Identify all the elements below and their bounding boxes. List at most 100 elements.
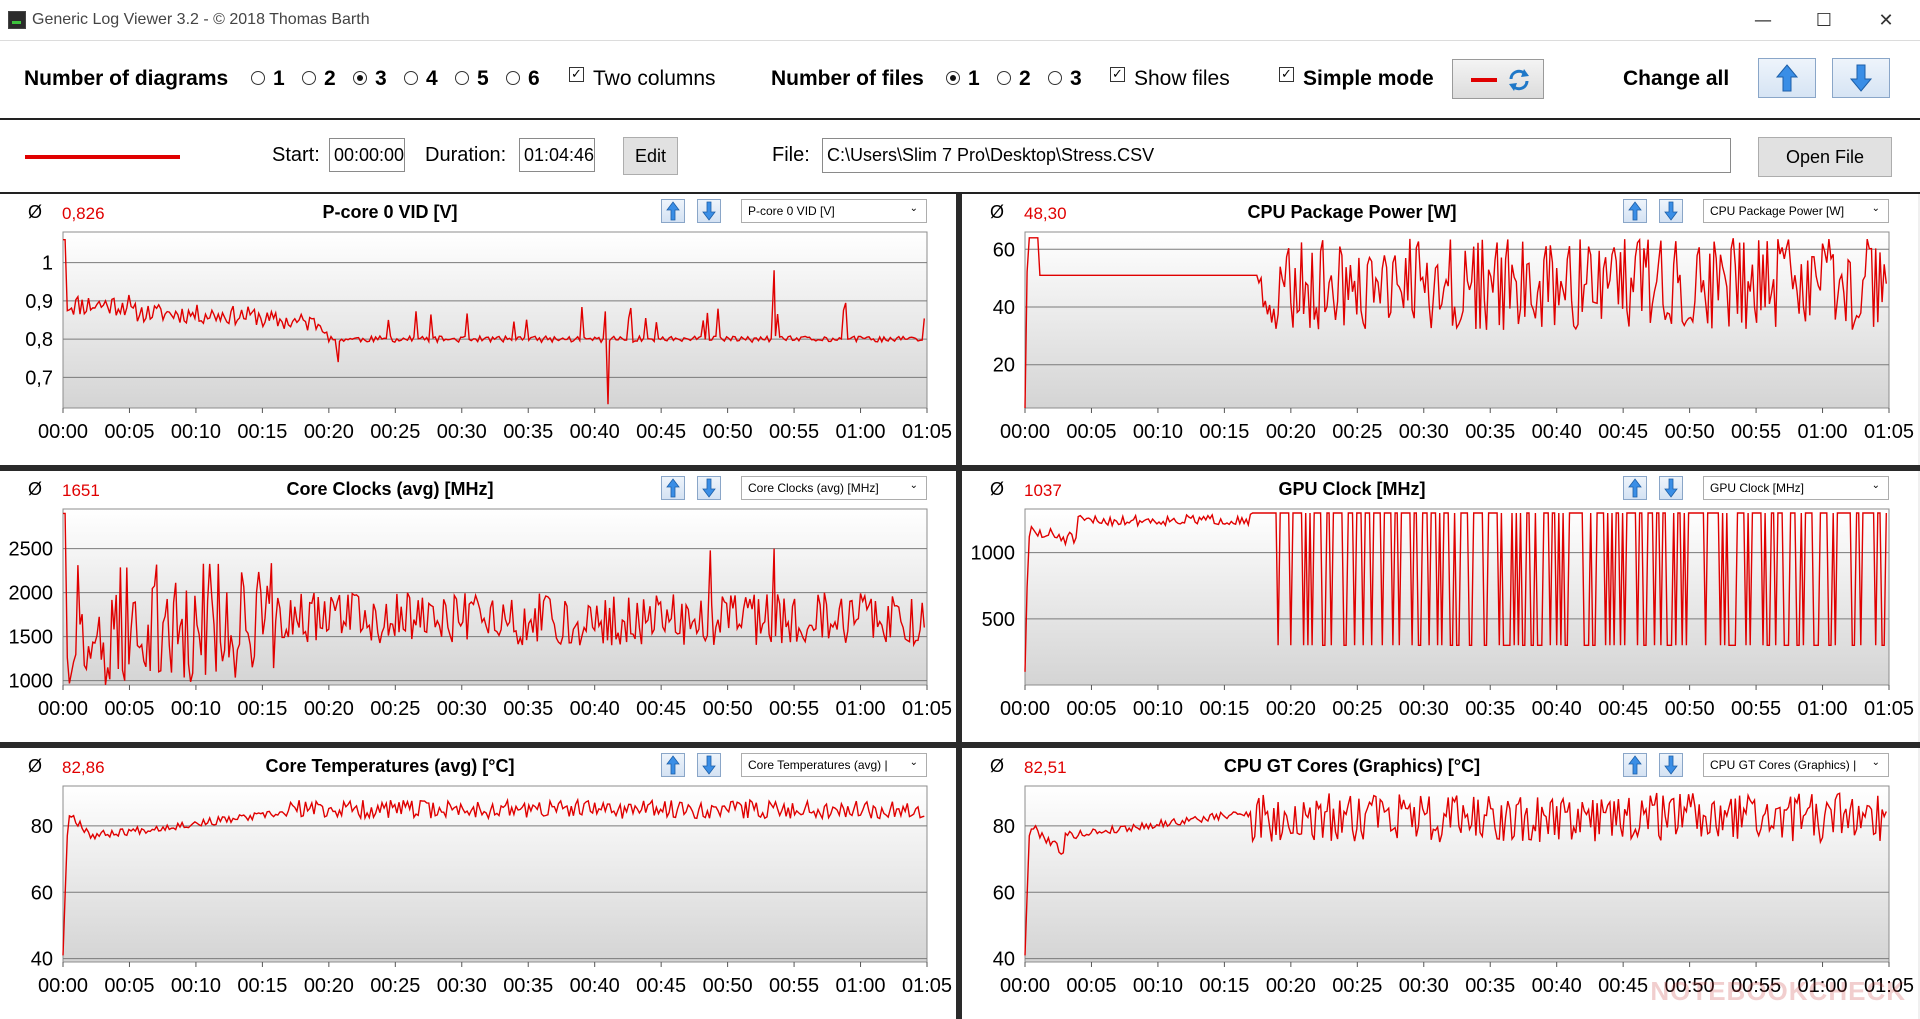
x-tick-label: 00:40 <box>570 698 620 720</box>
move-up-button[interactable] <box>661 476 685 500</box>
x-tick-label: 00:35 <box>1465 975 1515 997</box>
chevron-down-icon: ⌄ <box>1871 757 1880 768</box>
x-tick-label: 00:50 <box>1665 421 1715 443</box>
file-path-field[interactable]: C:\Users\Slim 7 Pro\Desktop\Stress.CSV <box>822 138 1731 173</box>
channel-select[interactable]: CPU Package Power [W] ⌄ <box>1703 199 1889 223</box>
number-of-diagrams-label: Number of diagrams <box>24 67 229 90</box>
panel-divider[interactable] <box>956 194 962 1019</box>
diagrams-radio-4[interactable] <box>404 71 418 85</box>
x-tick-label: 00:05 <box>104 421 154 443</box>
move-up-button[interactable] <box>661 753 685 777</box>
x-tick-label: 00:45 <box>1598 975 1648 997</box>
chart-panel: Ø 82,86 Core Temperatures (avg) [°C] Core T… <box>0 748 956 1019</box>
open-file-button[interactable]: Open File <box>1758 137 1892 177</box>
color-refresh-button[interactable] <box>1452 59 1544 99</box>
two-columns-checkbox[interactable]: ✓ <box>569 67 584 82</box>
chevron-down-icon: ⌄ <box>909 480 918 491</box>
start-label: Start: <box>272 144 320 166</box>
diagrams-option-label: 5 <box>477 67 489 90</box>
chart-title: CPU Package Power [W] <box>1247 202 1457 222</box>
y-tick-label: 60 <box>31 882 53 904</box>
line-chart: 80 60 40 00:00 00:05 00:10 00:15 00:20 00:25 00:3… <box>993 785 1914 997</box>
x-tick-label: 00:55 <box>1731 421 1781 443</box>
x-tick-label: 00:05 <box>104 975 154 997</box>
diagrams-radio-5[interactable] <box>455 71 469 85</box>
x-tick-label: 00:05 <box>1066 975 1116 997</box>
duration-field[interactable]: 01:04:46 <box>519 138 595 172</box>
edit-button[interactable]: Edit <box>623 137 678 175</box>
two-columns-label: Two columns <box>593 67 716 90</box>
file-label: File: <box>772 144 810 166</box>
diagrams-radio-6[interactable] <box>506 71 520 85</box>
x-tick-label: 01:00 <box>1798 698 1848 720</box>
diagrams-radio-1[interactable] <box>251 71 265 85</box>
arrow-down-icon <box>702 755 716 775</box>
plot-area <box>1024 785 1890 963</box>
chart-title: Core Clocks (avg) [MHz] <box>286 479 494 499</box>
x-tick-label: 01:05 <box>902 975 952 997</box>
channel-select[interactable]: CPU GT Cores (Graphics) | ⌄ <box>1703 753 1889 777</box>
move-down-button[interactable] <box>1659 199 1683 223</box>
arrow-up-icon <box>1628 478 1642 498</box>
diagrams-radio-3[interactable] <box>353 71 367 85</box>
x-tick-label: 00:05 <box>1066 698 1116 720</box>
move-up-button[interactable] <box>661 199 685 223</box>
files-radio-2[interactable] <box>997 71 1011 85</box>
move-up-button[interactable] <box>1623 199 1647 223</box>
arrow-up-icon <box>666 478 680 498</box>
y-tick-label: 20 <box>993 355 1015 377</box>
x-tick-label: 00:30 <box>1399 975 1449 997</box>
maximize-button[interactable]: ☐ <box>1815 9 1833 31</box>
move-down-button[interactable] <box>1659 476 1683 500</box>
files-radio-1[interactable] <box>946 71 960 85</box>
x-tick-label: 00:50 <box>1665 975 1715 997</box>
move-down-button[interactable] <box>697 199 721 223</box>
arrow-down-icon <box>1664 755 1678 775</box>
chart-title: GPU Clock [MHz] <box>1278 479 1426 499</box>
x-tick-label: 00:50 <box>703 421 753 443</box>
chart-panel: Ø 48,30 CPU Package Power [W] CPU Package P… <box>962 194 1918 465</box>
y-tick-label: 1000 <box>9 671 54 693</box>
diagrams-option-label: 6 <box>528 67 540 90</box>
change-all-down-button[interactable] <box>1832 58 1890 98</box>
panel-divider[interactable] <box>0 465 1920 471</box>
chart-panel: Ø 1651 Core Clocks (avg) [MHz] Core Clocks … <box>0 471 956 742</box>
move-down-button[interactable] <box>697 753 721 777</box>
x-tick-label: 00:15 <box>237 698 287 720</box>
y-tick-label: 60 <box>993 882 1015 904</box>
change-all-up-button[interactable] <box>1758 58 1816 98</box>
series-line-sample[interactable] <box>25 155 180 159</box>
diagrams-radio-2[interactable] <box>302 71 316 85</box>
arrow-down-icon <box>702 201 716 221</box>
arrow-up-icon <box>1628 755 1642 775</box>
move-down-button[interactable] <box>697 476 721 500</box>
channel-select[interactable]: P-core 0 VID [V] ⌄ <box>741 199 927 223</box>
panel-divider[interactable] <box>0 742 1920 748</box>
channel-select[interactable]: GPU Clock [MHz] ⌄ <box>1703 476 1889 500</box>
file-toolbar: Start: 00:00:00 Duration: 01:04:46 Edit … <box>0 120 1920 194</box>
line-chart: 60 40 20 00:00 00:05 00:10 00:15 00:20 00:25 00:3… <box>993 231 1914 443</box>
move-up-button[interactable] <box>1623 476 1647 500</box>
main-toolbar: Number of diagrams 1 2 3 4 5 6 ✓ Two col… <box>0 41 1920 120</box>
plot-area <box>1024 231 1890 409</box>
close-button[interactable]: ✕ <box>1878 9 1894 31</box>
start-field[interactable]: 00:00:00 <box>329 138 405 172</box>
x-tick-label: 00:15 <box>237 421 287 443</box>
x-tick-label: 00:55 <box>769 698 819 720</box>
show-files-checkbox[interactable]: ✓ <box>1110 67 1125 82</box>
x-tick-label: 00:25 <box>370 421 420 443</box>
refresh-icon <box>1509 69 1529 91</box>
x-tick-label: 00:15 <box>1199 975 1249 997</box>
files-radio-3[interactable] <box>1048 71 1062 85</box>
plot-area <box>1024 508 1890 686</box>
simple-mode-checkbox[interactable]: ✓ <box>1279 67 1294 82</box>
channel-select-value: P-core 0 VID [V] <box>748 204 835 218</box>
move-down-button[interactable] <box>1659 753 1683 777</box>
move-up-button[interactable] <box>1623 753 1647 777</box>
channel-select-value: CPU GT Cores (Graphics) | <box>1710 758 1857 772</box>
y-tick-label: 1500 <box>9 627 54 649</box>
minimize-button[interactable]: — <box>1754 9 1772 31</box>
duration-label: Duration: <box>425 144 507 166</box>
channel-select[interactable]: Core Clocks (avg) [MHz] ⌄ <box>741 476 927 500</box>
channel-select[interactable]: Core Temperatures (avg) | ⌄ <box>741 753 927 777</box>
